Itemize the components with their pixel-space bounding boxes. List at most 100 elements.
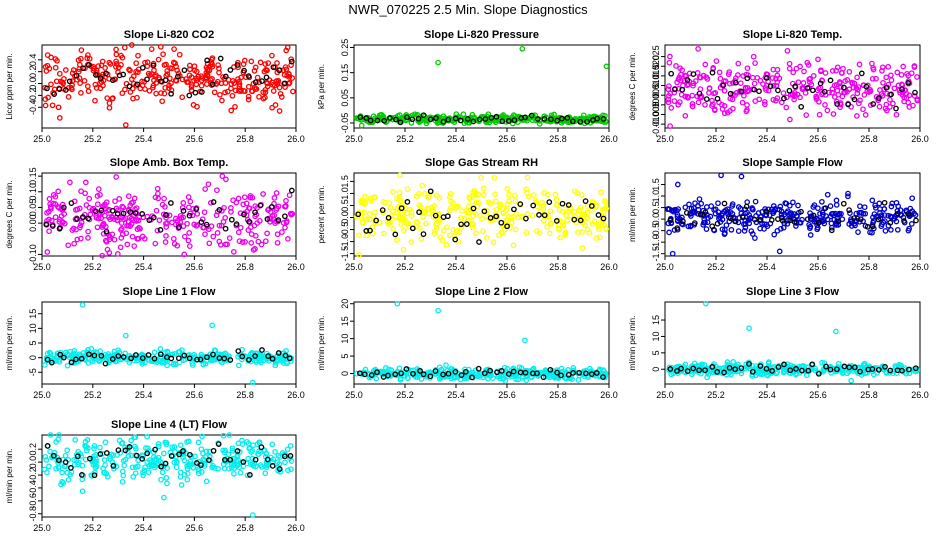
data-point xyxy=(580,112,587,119)
reference-point xyxy=(530,202,537,209)
data-point xyxy=(396,195,403,201)
outlier-point xyxy=(746,325,752,332)
y-tick-label: 0.05 xyxy=(340,89,350,107)
data-point xyxy=(216,222,223,229)
reference-point xyxy=(281,80,288,87)
data-point xyxy=(829,89,835,96)
reference-point xyxy=(827,77,834,84)
outlier-point xyxy=(702,300,709,307)
data-point xyxy=(273,190,280,196)
data-point xyxy=(194,103,200,110)
data-point xyxy=(209,63,216,70)
data-point xyxy=(861,92,868,98)
reference-point xyxy=(73,72,80,79)
data-point xyxy=(44,249,51,255)
data-point xyxy=(272,220,278,226)
reference-point xyxy=(150,62,157,69)
reference-point xyxy=(175,73,181,80)
x-tick-label: 26.0 xyxy=(600,134,618,144)
data-point xyxy=(477,374,483,380)
data-point xyxy=(872,202,878,209)
data-point xyxy=(236,81,243,88)
data-point xyxy=(702,101,708,108)
reference-point xyxy=(222,225,229,232)
data-point xyxy=(839,93,846,100)
data-point xyxy=(894,208,901,214)
data-point xyxy=(104,246,111,253)
outlier-point xyxy=(784,47,791,54)
data-point xyxy=(832,210,839,217)
data-point xyxy=(250,247,257,253)
data-point xyxy=(155,56,162,63)
data-point xyxy=(110,95,116,101)
data-point xyxy=(354,115,361,122)
data-point xyxy=(484,207,490,214)
data-point xyxy=(224,241,230,248)
data-point xyxy=(221,204,227,211)
reference-point xyxy=(103,228,110,235)
data-point xyxy=(247,461,254,468)
reference-point xyxy=(139,211,146,217)
data-point xyxy=(114,251,121,257)
data-point xyxy=(510,214,517,220)
data-point xyxy=(48,81,54,88)
data-point xyxy=(373,375,380,382)
data-point xyxy=(524,211,531,217)
reference-point xyxy=(48,359,55,366)
data-point xyxy=(676,215,683,222)
data-point xyxy=(726,69,733,75)
outlier-point xyxy=(603,63,610,70)
data-point xyxy=(839,369,846,375)
data-point xyxy=(228,81,235,87)
reference-point xyxy=(186,355,193,362)
outlier-point xyxy=(249,512,256,518)
reference-point xyxy=(56,457,62,464)
outlier-point xyxy=(435,59,441,66)
y-tick-label: 0.0 xyxy=(340,211,350,224)
data-point xyxy=(201,209,208,216)
data-point xyxy=(179,94,186,101)
reference-point xyxy=(721,369,727,376)
data-point xyxy=(217,91,223,98)
data-point xyxy=(224,88,231,95)
x-tick-label: 26.0 xyxy=(287,523,305,533)
reference-point xyxy=(684,77,691,83)
data-point xyxy=(119,90,126,97)
data-point xyxy=(533,199,540,206)
data-point xyxy=(831,94,838,100)
data-point xyxy=(194,222,201,228)
outlier-point xyxy=(667,123,673,129)
data-point xyxy=(867,86,873,93)
data-point xyxy=(288,211,295,218)
reference-point xyxy=(87,455,93,462)
data-point xyxy=(180,200,187,206)
data-point xyxy=(783,104,790,111)
data-point xyxy=(478,174,484,181)
y-tick-label: 1.5 xyxy=(340,175,350,188)
reference-point xyxy=(746,361,752,367)
reference-point xyxy=(432,212,439,219)
data-point xyxy=(671,98,678,104)
reference-point xyxy=(404,199,411,205)
reference-point xyxy=(559,115,565,122)
reference-point xyxy=(558,372,564,379)
data-point xyxy=(56,216,63,223)
data-point xyxy=(910,102,916,109)
reference-point xyxy=(91,352,98,359)
reference-point xyxy=(781,361,787,368)
data-point xyxy=(187,458,194,465)
reference-point xyxy=(194,356,200,363)
data-point xyxy=(162,239,169,245)
reference-point xyxy=(768,217,775,223)
reference-point xyxy=(68,359,75,366)
reference-point xyxy=(487,367,493,374)
data-point xyxy=(540,202,547,209)
data-point xyxy=(848,218,854,225)
y-tick-label: 0.10 xyxy=(28,183,38,201)
reference-point xyxy=(392,371,399,378)
outlier-point xyxy=(181,251,188,258)
data-point xyxy=(47,448,53,455)
data-point xyxy=(248,58,255,65)
